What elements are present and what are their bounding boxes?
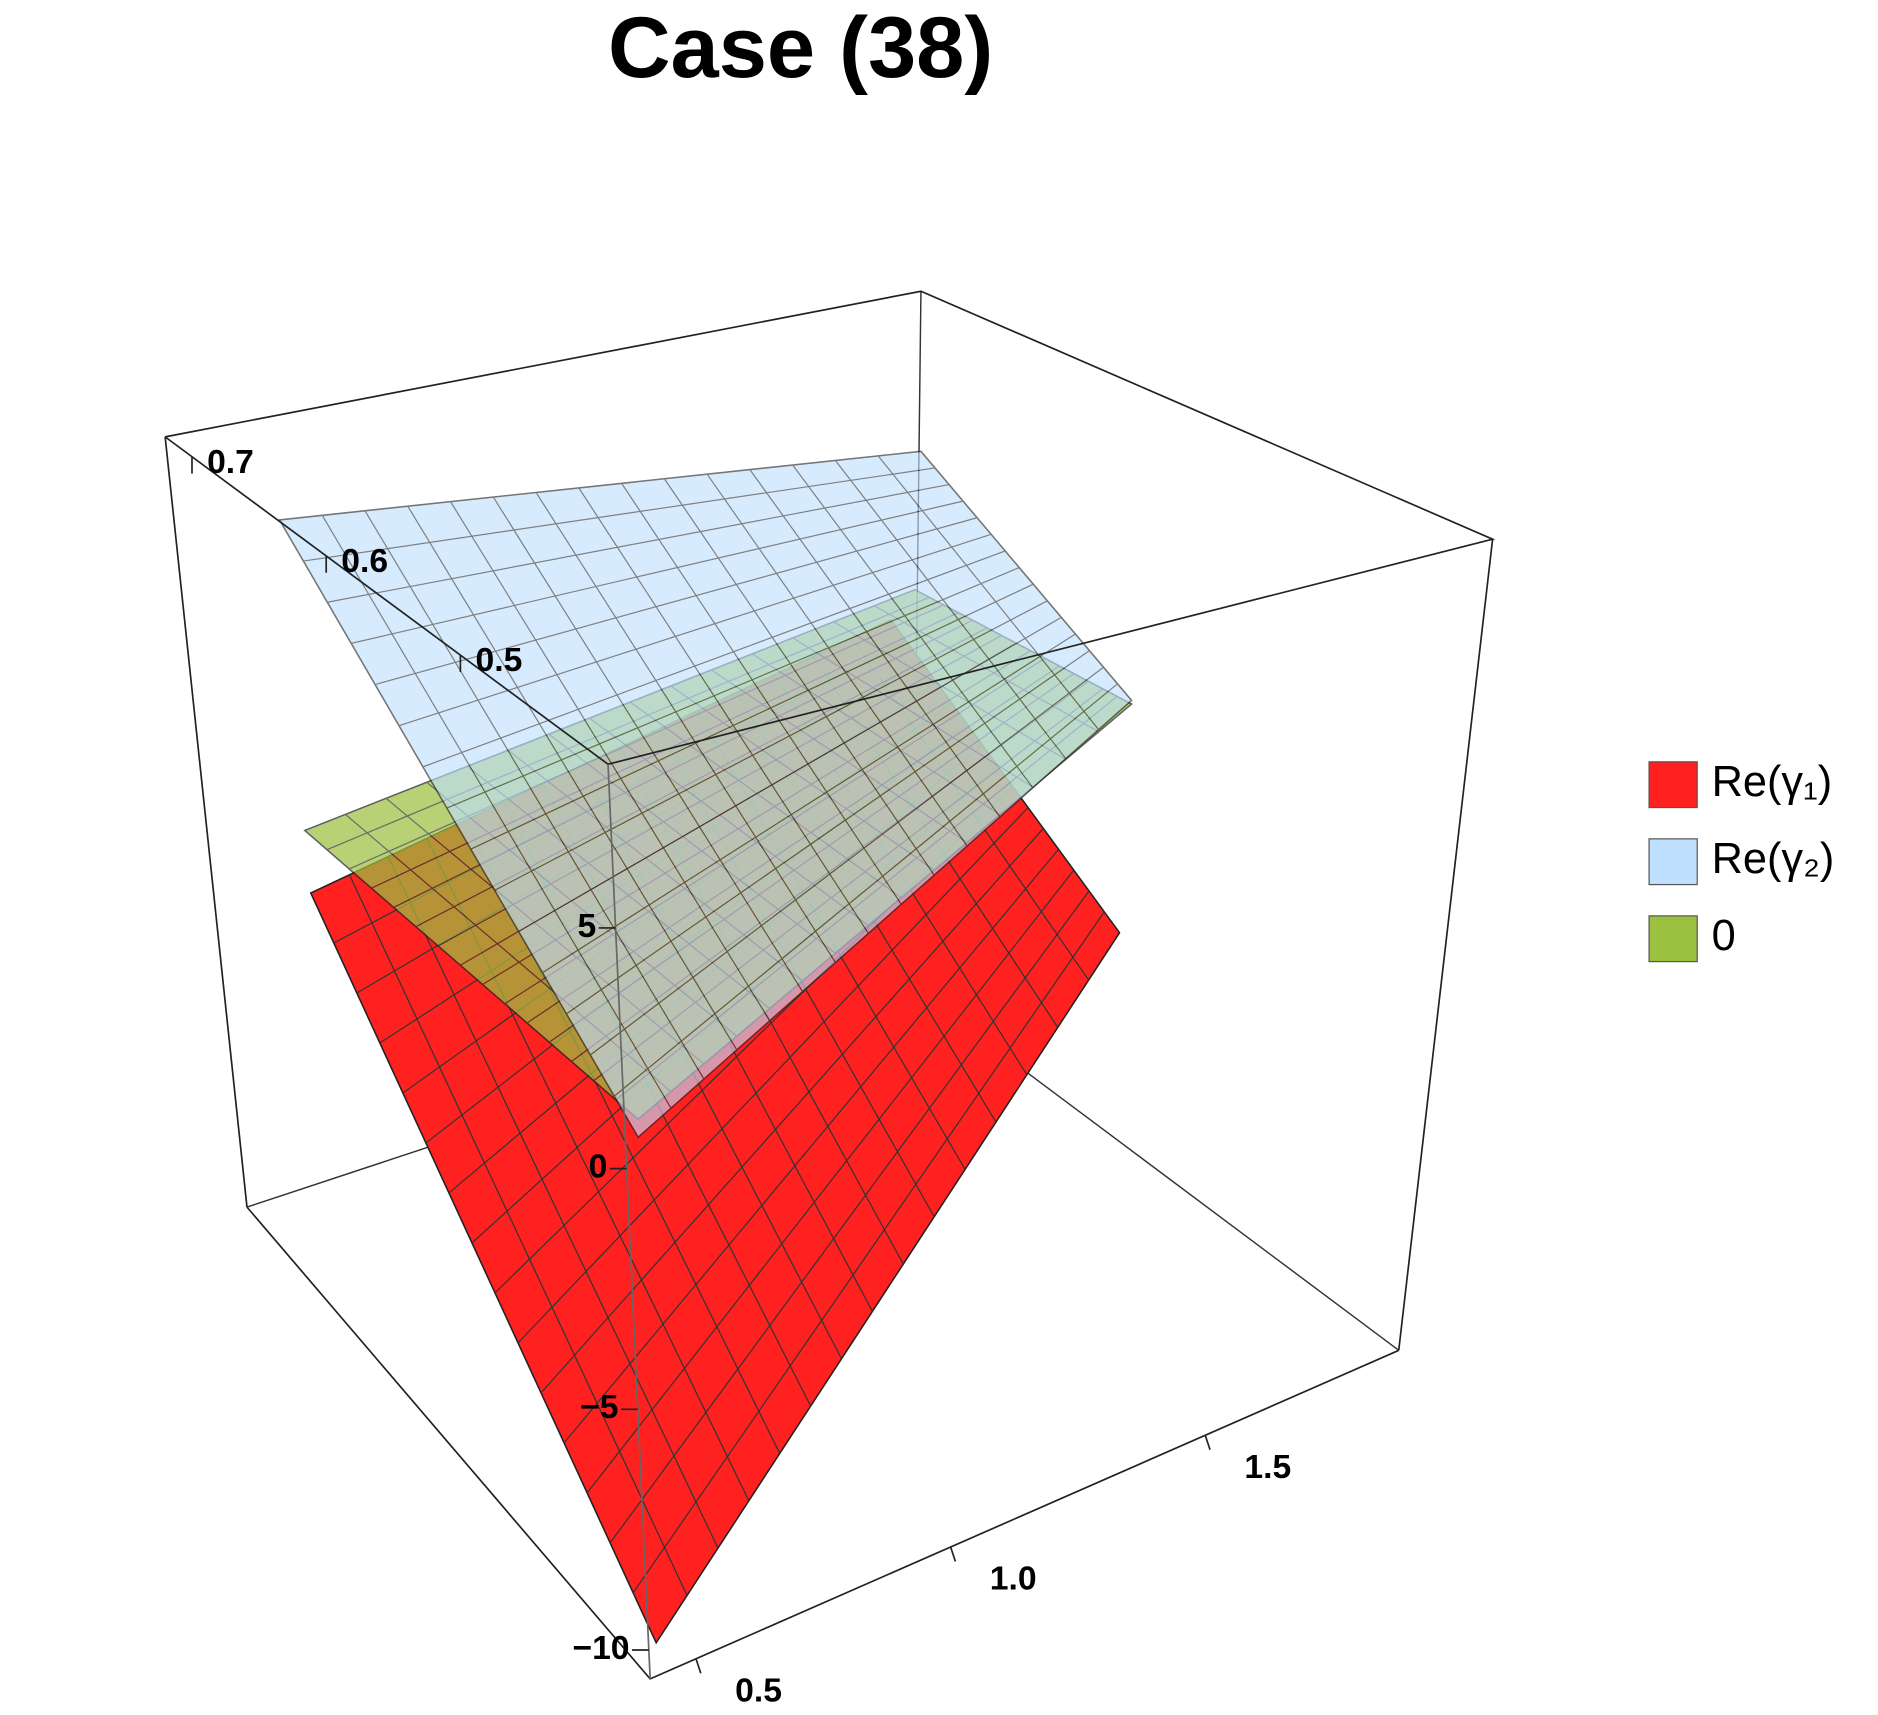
box-edge bbox=[607, 764, 651, 1679]
tick-mark bbox=[1204, 1435, 1211, 1450]
mesh-line bbox=[663, 478, 935, 876]
axes: −10 −5 0 5 0.5 1.0 1.5 0.5 0.6 0.7 bbox=[191, 444, 1291, 1709]
tick-label: 0.6 bbox=[341, 543, 388, 580]
mesh-line bbox=[364, 510, 705, 1080]
mesh-line bbox=[535, 492, 837, 963]
mesh-line bbox=[749, 469, 1001, 818]
mesh-line bbox=[518, 616, 1062, 933]
tick-mark bbox=[949, 1546, 957, 1562]
mesh-line bbox=[450, 501, 771, 1022]
mesh-line bbox=[398, 533, 992, 727]
mesh-line bbox=[303, 467, 936, 562]
mesh-line bbox=[327, 483, 950, 603]
box-edge bbox=[164, 436, 248, 1208]
mesh-line bbox=[632, 911, 1105, 1594]
mesh-line bbox=[321, 515, 672, 1109]
mesh-line bbox=[348, 874, 688, 1596]
legend-swatch bbox=[1648, 838, 1698, 886]
legend-label: Re(γ₂) bbox=[1712, 835, 1835, 883]
tick-label: −5 bbox=[580, 1389, 618, 1426]
tick-label: 1.5 bbox=[1244, 1449, 1291, 1486]
mesh-line bbox=[407, 505, 738, 1051]
mesh-line bbox=[446, 567, 1020, 809]
legend: Re(γ₁) Re(γ₂) 0 bbox=[1648, 758, 1835, 963]
mesh-line bbox=[422, 550, 1006, 768]
mesh-line bbox=[621, 482, 902, 905]
legend-swatch bbox=[1648, 915, 1698, 963]
legend-label: 0 bbox=[1712, 912, 1736, 960]
mesh-line bbox=[792, 464, 1034, 789]
tick-mark bbox=[695, 1658, 702, 1674]
tick-label: 0.5 bbox=[475, 642, 522, 679]
plot-box bbox=[164, 290, 1496, 1680]
mesh-line bbox=[563, 848, 1060, 1444]
mesh-line bbox=[613, 683, 1118, 1097]
mesh-line bbox=[834, 460, 1067, 760]
mesh-line bbox=[517, 807, 1029, 1344]
mesh-line bbox=[706, 473, 968, 847]
surface bbox=[278, 450, 1133, 1139]
box-edge bbox=[1397, 539, 1494, 1351]
legend-label: Re(γ₁) bbox=[1712, 758, 1832, 806]
mesh-line bbox=[492, 496, 804, 993]
mesh-line bbox=[540, 828, 1044, 1394]
mesh-line bbox=[566, 650, 1090, 1015]
mesh-line bbox=[374, 517, 978, 686]
mesh-line bbox=[877, 455, 1100, 730]
mesh-line bbox=[494, 600, 1048, 891]
tick-label: −10 bbox=[572, 1630, 629, 1667]
surfaces bbox=[278, 450, 1133, 1645]
tick-label: 0.5 bbox=[735, 1672, 782, 1709]
tick-label: 0 bbox=[589, 1149, 608, 1186]
chart-title: Case (38) bbox=[608, 0, 993, 96]
mesh-line bbox=[470, 583, 1034, 850]
mesh-line bbox=[351, 500, 964, 644]
mesh-line bbox=[542, 633, 1076, 974]
mesh-line bbox=[586, 869, 1075, 1494]
mesh-line bbox=[387, 856, 719, 1549]
mesh-line bbox=[589, 666, 1104, 1056]
tick-label: 5 bbox=[578, 908, 597, 945]
tick-label: 1.0 bbox=[990, 1561, 1037, 1598]
mesh-line bbox=[578, 487, 869, 934]
legend-swatch bbox=[1648, 761, 1698, 809]
mesh-line bbox=[609, 890, 1090, 1544]
tick-label: 0.7 bbox=[207, 444, 254, 481]
